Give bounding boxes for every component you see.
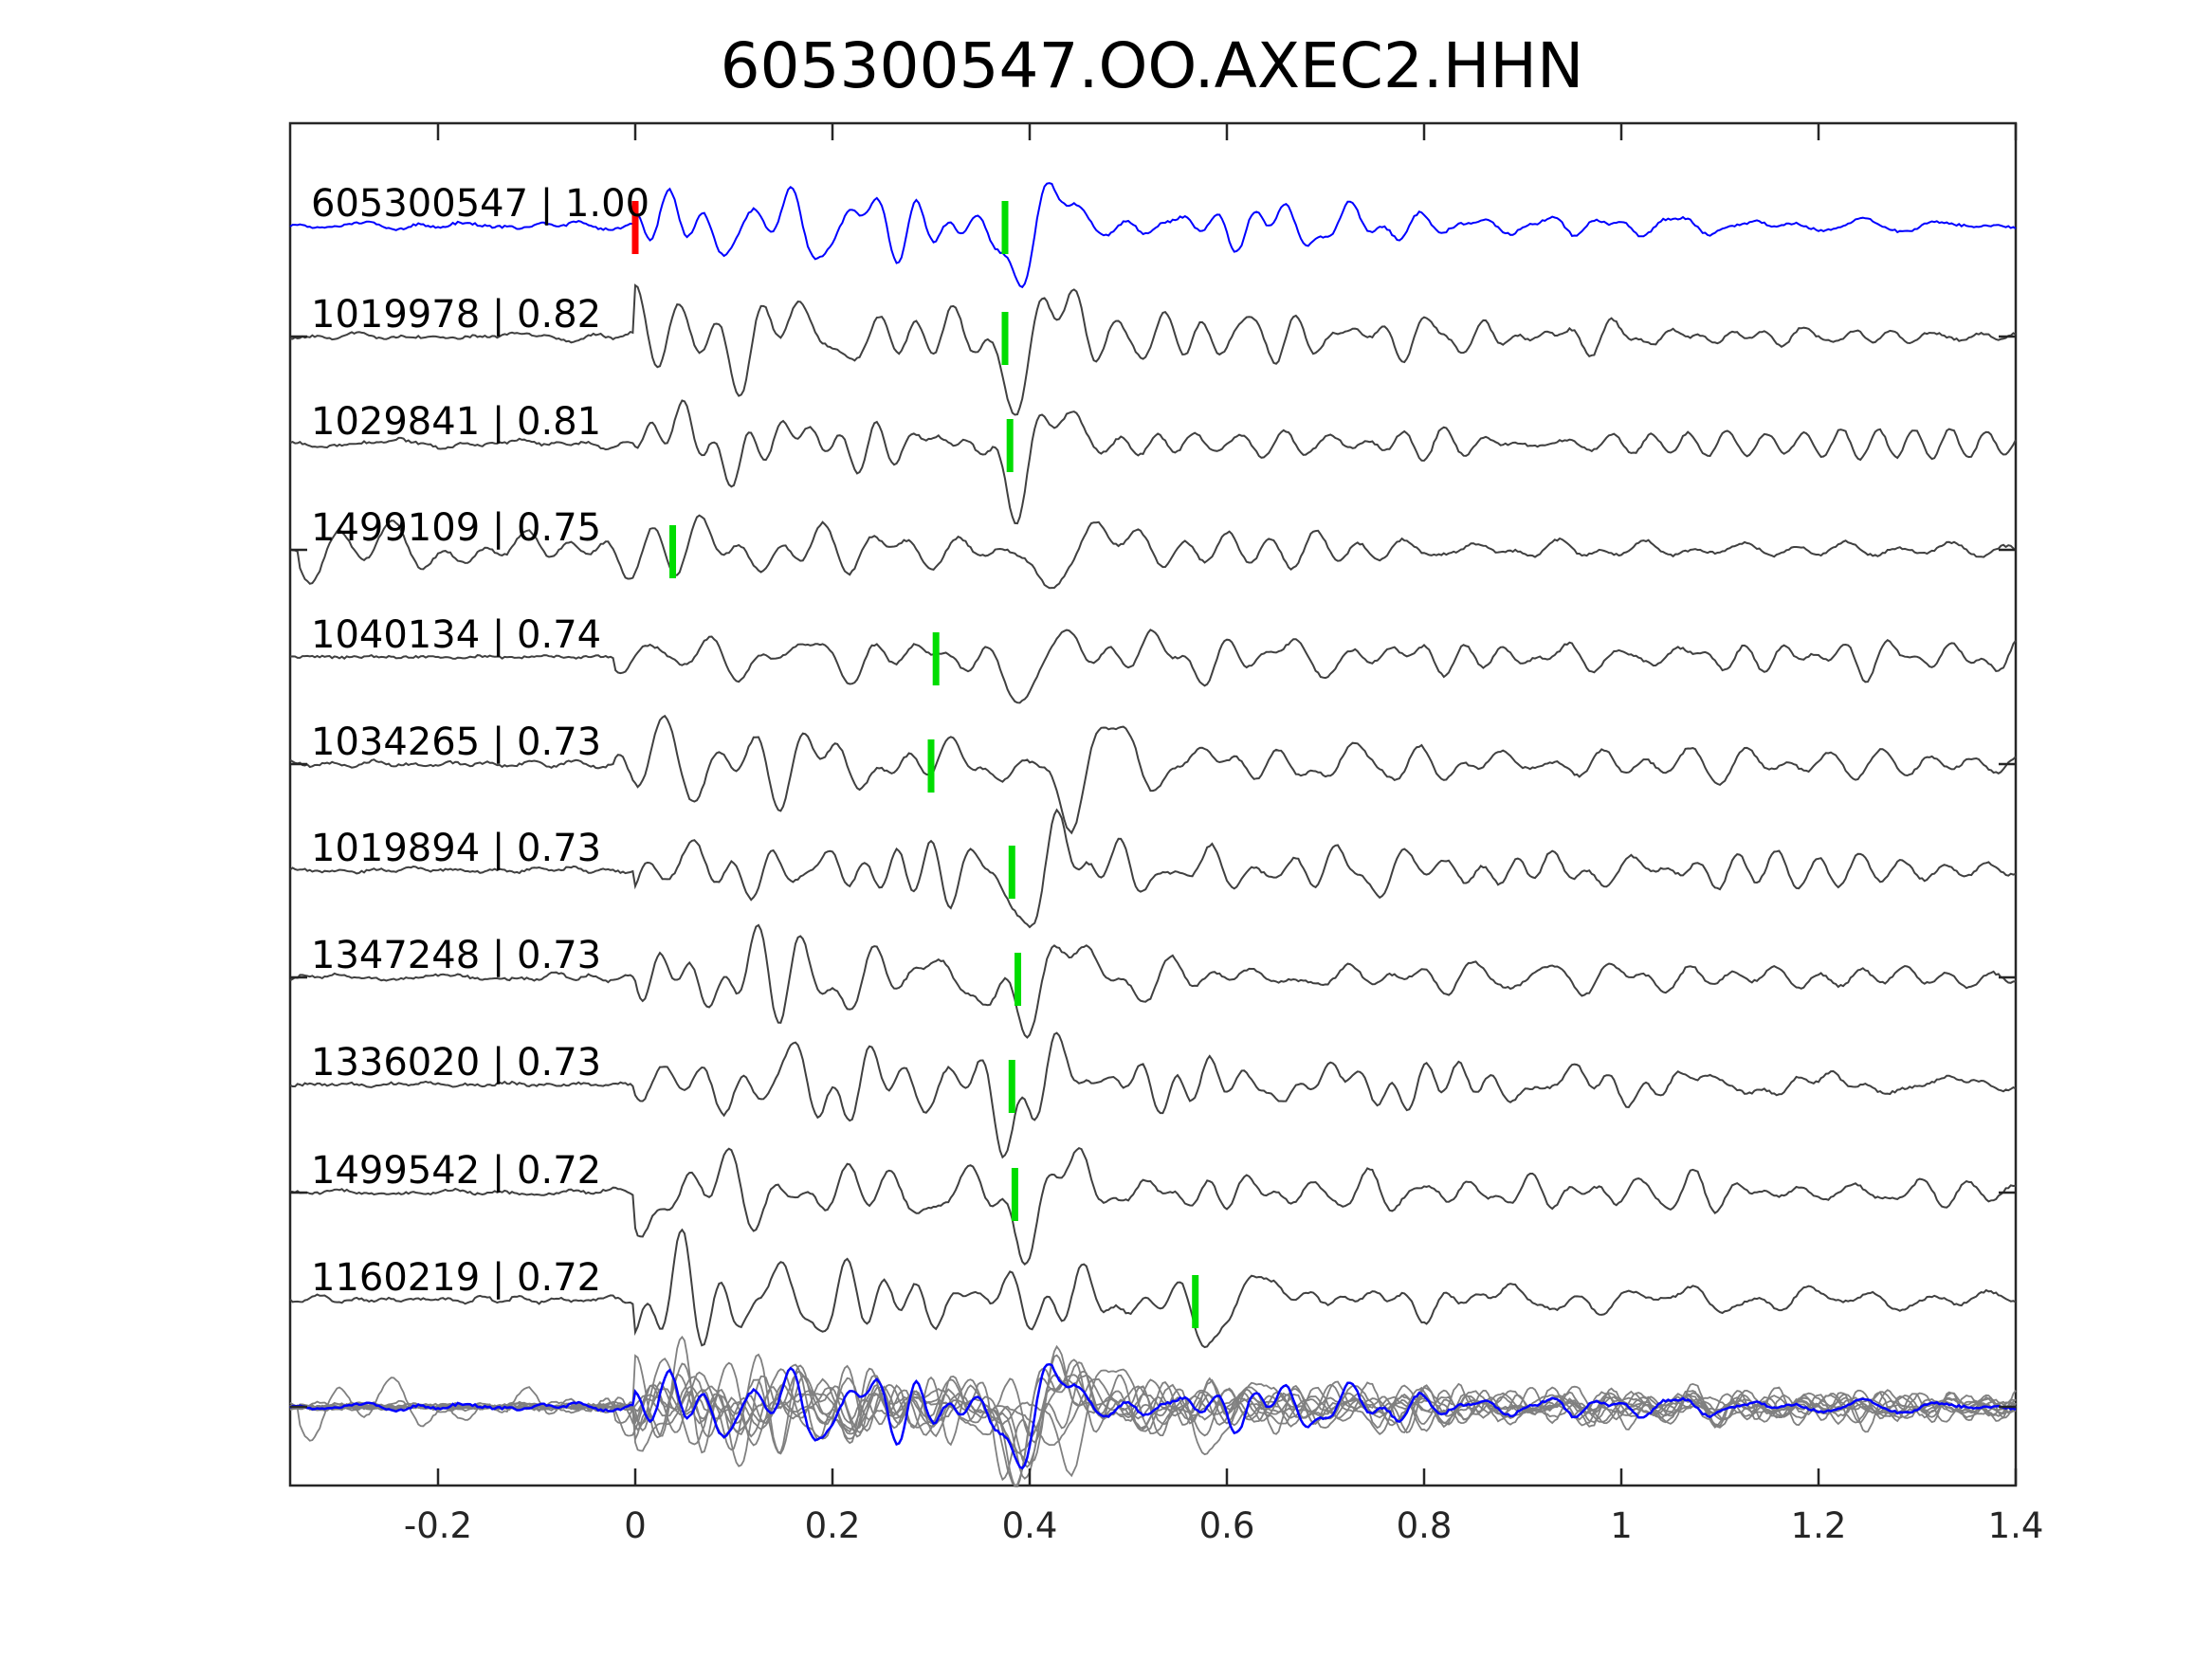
x-axis: -0.2 0 0.2 0.4 0.6 0.8 1 1.2 1.4	[290, 123, 2043, 1546]
x-tick-label: 0.4	[1002, 1505, 1058, 1546]
trace-line	[289, 182, 2017, 289]
trace-label: 1347248 | 0.73	[311, 934, 601, 977]
x-tick-label: 0.8	[1397, 1505, 1453, 1546]
trace-label: 1034265 | 0.73	[311, 720, 601, 764]
trace-line	[289, 923, 2017, 1039]
x-tick-label: 0.6	[1199, 1505, 1255, 1546]
stacked-overlay-group	[289, 1335, 2017, 1488]
trace-line	[289, 399, 2017, 525]
trace-label: 1019978 | 0.82	[311, 293, 601, 337]
trace-label-group: 605300547 | 1.00 1019978 | 0.82 1029841 | …	[311, 182, 649, 1300]
trace-line	[289, 629, 2017, 704]
chart-title: 605300547.OO.AXEC2.HHN	[721, 29, 1584, 102]
trace-line	[289, 1031, 2017, 1159]
stacked-trace-line	[289, 1335, 2017, 1456]
x-tick-label: 0	[624, 1505, 647, 1546]
trace-label: 605300547 | 1.00	[311, 182, 649, 226]
trace-line	[289, 1228, 2017, 1349]
trace-line	[289, 283, 2017, 416]
trace-line	[289, 514, 2017, 590]
trace-line	[289, 808, 2017, 929]
stacked-trace-line	[289, 1362, 2017, 1488]
stacked-trace-line	[289, 1354, 2017, 1482]
trace-label: 1040134 | 0.74	[311, 613, 601, 657]
trace-label: 1499542 | 0.72	[311, 1149, 601, 1193]
trace-label: 1499109 | 0.75	[311, 506, 601, 550]
stacked-template-line	[289, 1362, 2017, 1470]
trace-label: 1029841 | 0.81	[311, 400, 601, 444]
trace-line	[289, 714, 2017, 835]
x-tick-label: 1	[1610, 1505, 1633, 1546]
x-tick-label: 1.4	[1988, 1505, 2044, 1546]
trace-label: 1160219 | 0.72	[311, 1256, 601, 1300]
x-tick-label: 0.2	[805, 1505, 861, 1546]
trace-line	[289, 1146, 2017, 1266]
plot-area-frame	[288, 121, 2018, 1487]
x-tick-label: 1.2	[1791, 1505, 1847, 1546]
trace-label: 1019894 | 0.73	[311, 827, 601, 870]
trace-label: 1336020 | 0.73	[311, 1041, 601, 1085]
trace-group	[289, 182, 2017, 1349]
x-tick-label: -0.2	[404, 1505, 472, 1546]
